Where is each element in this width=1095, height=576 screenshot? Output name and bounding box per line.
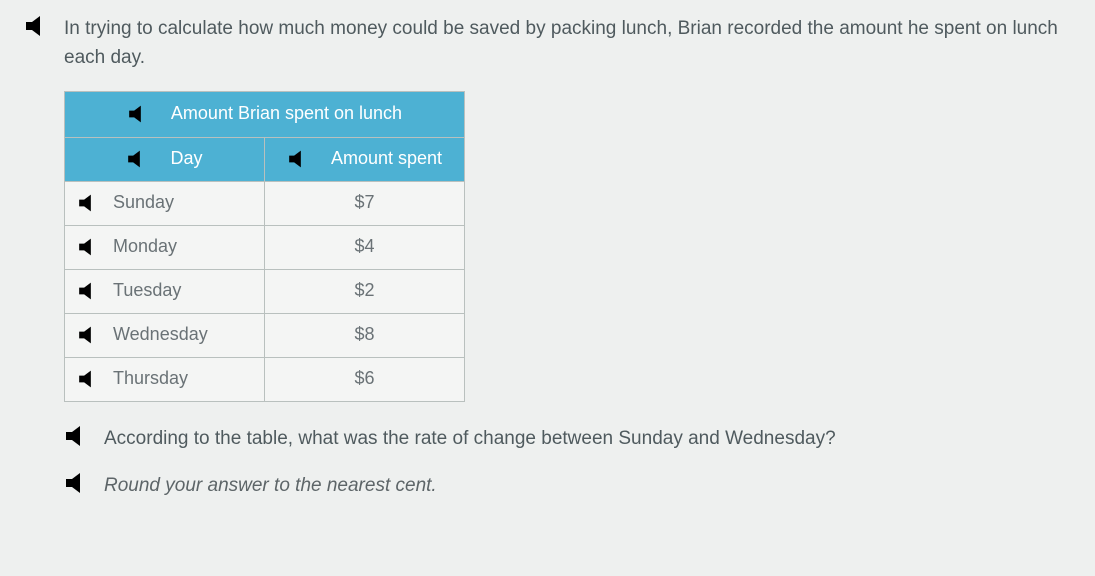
day-label: Monday: [113, 233, 177, 261]
intro-text: In trying to calculate how much money co…: [64, 14, 1071, 73]
day-label: Sunday: [113, 189, 174, 217]
col-label: Amount spent: [331, 145, 442, 173]
speaker-icon[interactable]: [77, 369, 103, 389]
speaker-icon[interactable]: [77, 281, 103, 301]
speaker-icon[interactable]: [77, 237, 103, 257]
speaker-icon[interactable]: [77, 325, 103, 345]
amount-value: $6: [354, 365, 374, 393]
table-row: Wednesday $8: [65, 313, 465, 357]
question-text: According to the table, what was the rat…: [104, 424, 836, 453]
table-title: Amount Brian spent on lunch: [171, 100, 402, 128]
question-row: According to the table, what was the rat…: [24, 424, 1071, 453]
table-wrapper: Amount Brian spent on lunch Day Amou: [24, 91, 1071, 402]
speaker-icon[interactable]: [287, 149, 313, 169]
col-header-day: Day: [65, 137, 265, 181]
speaker-icon[interactable]: [77, 193, 103, 213]
table-title-cell: Amount Brian spent on lunch: [65, 91, 465, 137]
day-label: Thursday: [113, 365, 188, 393]
instruction-text: Round your answer to the nearest cent.: [104, 471, 437, 500]
speaker-icon[interactable]: [24, 14, 54, 38]
speaker-icon[interactable]: [126, 149, 152, 169]
instruction-row: Round your answer to the nearest cent.: [24, 471, 1071, 500]
amount-value: $4: [354, 233, 374, 261]
day-label: Wednesday: [113, 321, 208, 349]
day-label: Tuesday: [113, 277, 181, 305]
speaker-icon[interactable]: [64, 424, 94, 448]
lunch-table: Amount Brian spent on lunch Day Amou: [64, 91, 465, 402]
amount-value: $7: [354, 189, 374, 217]
speaker-icon[interactable]: [64, 471, 94, 495]
col-label: Day: [170, 145, 202, 173]
table-row: Thursday $6: [65, 357, 465, 401]
table-row: Monday $4: [65, 225, 465, 269]
problem-intro: In trying to calculate how much money co…: [24, 14, 1071, 73]
table-row: Tuesday $2: [65, 269, 465, 313]
amount-value: $2: [354, 277, 374, 305]
speaker-icon[interactable]: [127, 104, 153, 124]
col-header-amount: Amount spent: [265, 137, 465, 181]
table-row: Sunday $7: [65, 181, 465, 225]
amount-value: $8: [354, 321, 374, 349]
